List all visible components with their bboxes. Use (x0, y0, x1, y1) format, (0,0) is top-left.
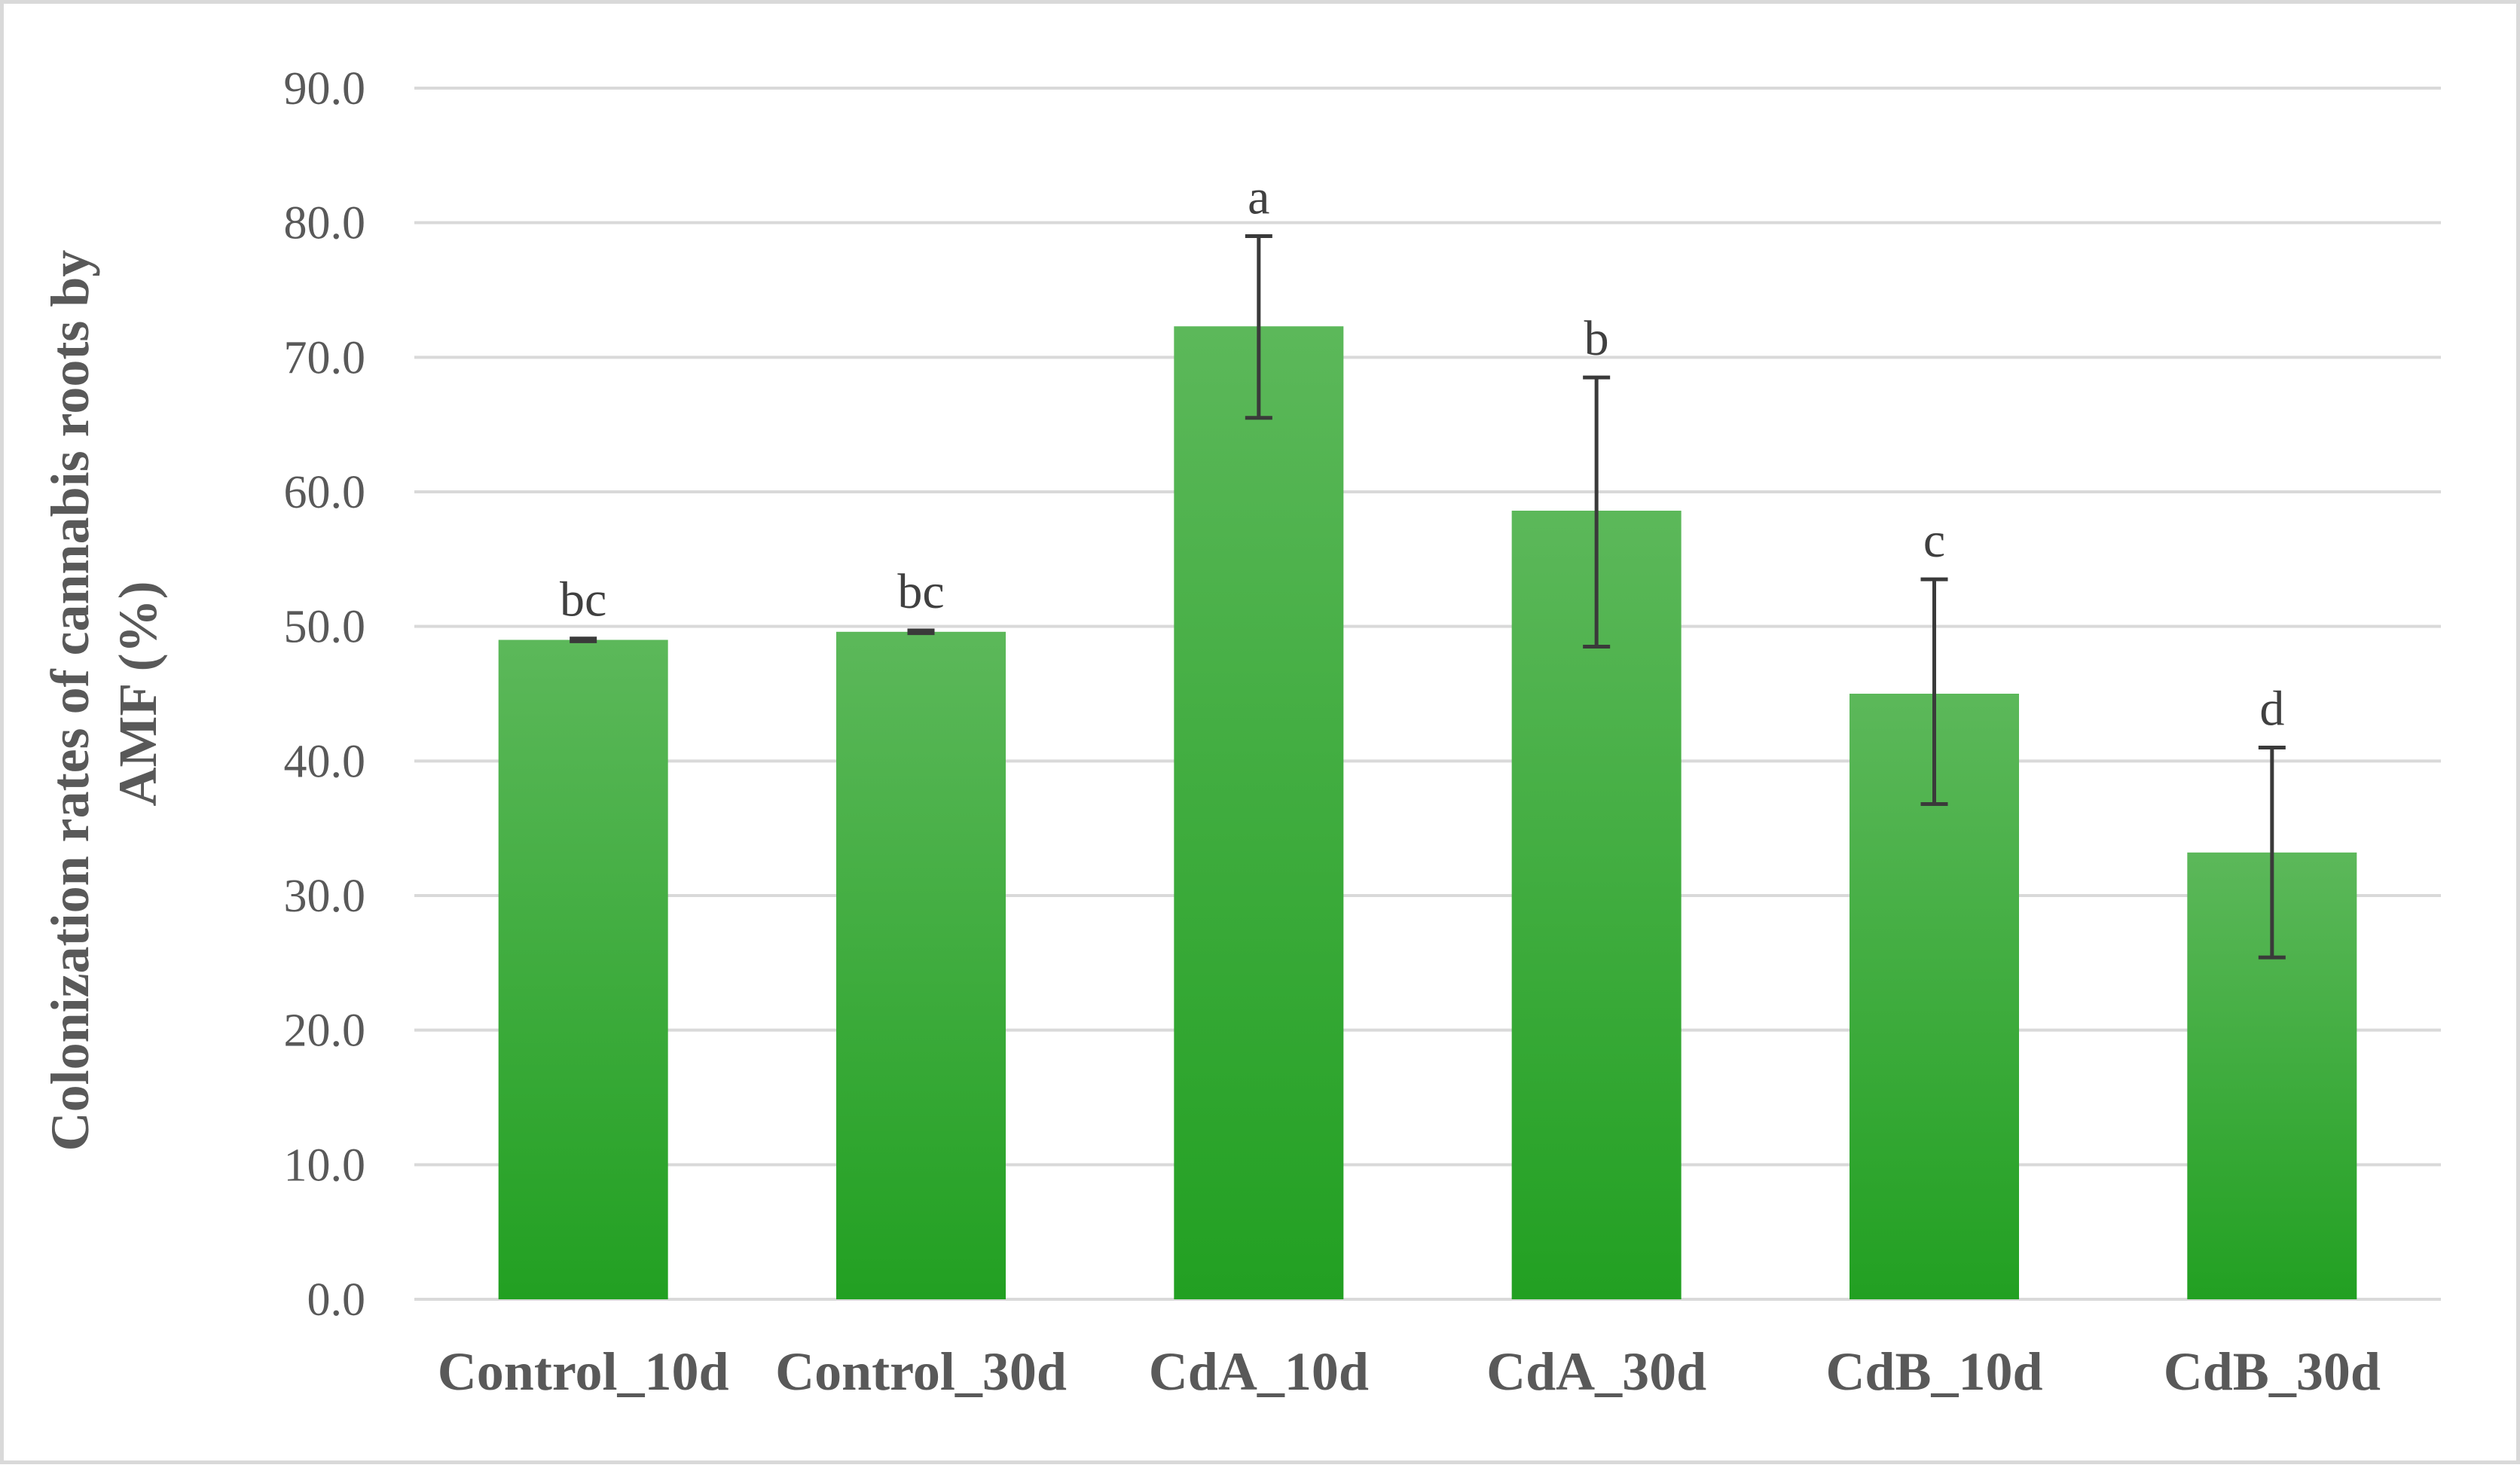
significance-label: a (1248, 170, 1269, 225)
bar (836, 631, 1006, 1299)
y-tick-label: 70.0 (284, 332, 366, 383)
y-tick-label: 30.0 (284, 871, 366, 922)
x-category-label: Control_10d (438, 1341, 729, 1402)
bar-chart: 0.010.020.030.040.050.060.070.080.090.0 … (40, 63, 2441, 1402)
y-tick-label: 0.0 (307, 1274, 366, 1326)
y-axis-title-line-2: AMF (%) (108, 581, 168, 806)
y-tick-label: 80.0 (284, 198, 366, 249)
x-category-label: CdA_10d (1149, 1341, 1369, 1402)
error-bars (570, 234, 2286, 960)
y-tick-label: 50.0 (284, 602, 366, 653)
y-tick-label: 90.0 (284, 63, 366, 114)
x-category-label: CdA_30d (1486, 1341, 1706, 1402)
y-axis-ticks: 0.0 10.0 20.0 30.0 40.0 50.0 60.0 70.0 80.0 90.0 (284, 63, 366, 1326)
gridlines (414, 87, 2441, 1301)
y-tick-label: 60.0 (284, 467, 366, 518)
significance-label: c (1923, 513, 1945, 568)
x-category-label: CdB_10d (1825, 1341, 2042, 1402)
error-bar (1920, 577, 1948, 807)
bar (498, 639, 668, 1299)
y-axis-title: Colonization rates of cannabis roots by … (40, 237, 168, 1152)
error-bar (1583, 375, 1611, 649)
x-axis-categories: Control_10d Control_30d CdA_10d CdA_30d CdB_… (438, 1341, 2381, 1402)
x-category-label: CdB_30d (2164, 1341, 2381, 1402)
error-bar (907, 628, 935, 636)
significance-label: d (2259, 681, 2284, 736)
y-tick-label: 40.0 (284, 736, 366, 787)
y-axis-title-line-1: Colonization rates of cannabis roots by (40, 250, 100, 1152)
bar (1174, 326, 1344, 1299)
bars (498, 326, 2357, 1299)
significance-label: bc (897, 564, 944, 619)
error-bar (570, 636, 597, 643)
y-tick-label: 20.0 (284, 1006, 366, 1057)
x-category-label: Control_30d (775, 1341, 1067, 1402)
significance-label: b (1584, 311, 1609, 366)
significance-label: bc (560, 572, 606, 627)
error-bar (2258, 745, 2286, 960)
y-tick-label: 10.0 (284, 1140, 366, 1191)
error-bar (1245, 234, 1272, 420)
